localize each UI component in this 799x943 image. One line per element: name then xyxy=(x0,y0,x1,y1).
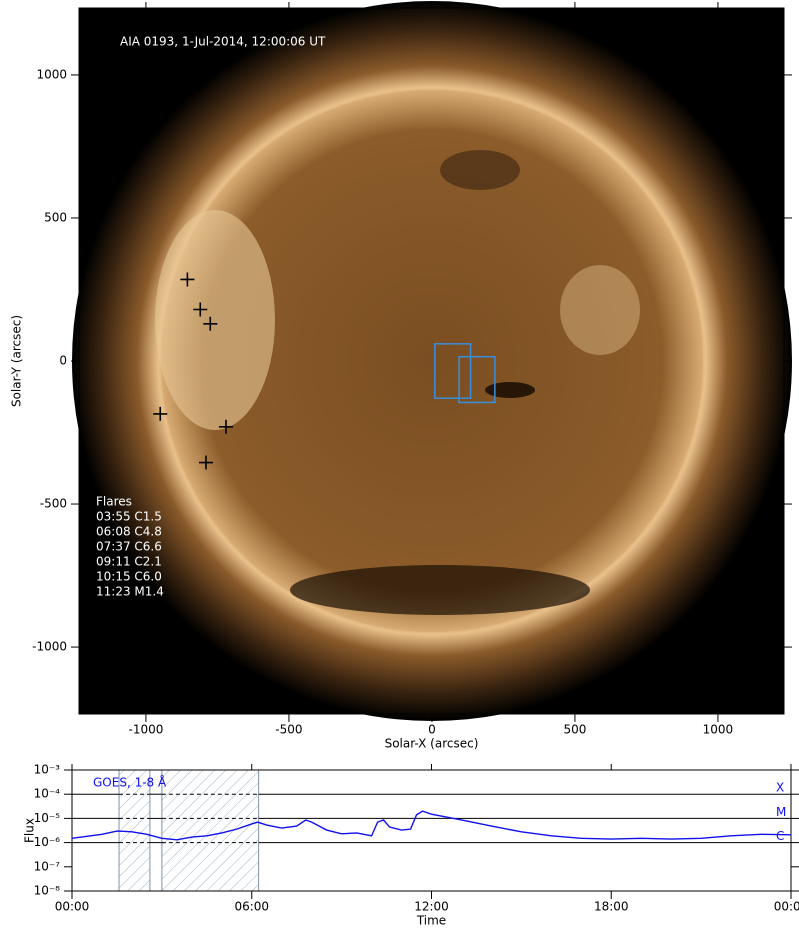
class-label: X xyxy=(776,781,784,795)
legend-label: GOES, 1-8 Å xyxy=(93,775,167,790)
x-tick-label: 500 xyxy=(563,723,586,737)
region-box xyxy=(434,343,472,399)
class-label: C xyxy=(776,829,784,843)
y-tick-label: 10⁻⁴ xyxy=(34,787,61,801)
x-tick-label: -1000 xyxy=(128,723,163,737)
y-tick-label: -1000 xyxy=(32,640,67,654)
x-tick-label: 06:00 xyxy=(234,900,269,914)
flare-label: 03:55 C1.5 xyxy=(96,510,162,524)
flare-label: 06:08 C4.8 xyxy=(96,525,162,539)
flare-span xyxy=(161,769,260,892)
y-tick-label: -500 xyxy=(40,497,67,511)
x-tick-label: 00:00 xyxy=(774,900,799,914)
y-tick-label: 1000 xyxy=(36,67,67,81)
y-tick-label: 10⁻⁶ xyxy=(34,835,61,849)
flare-label: 11:23 M1.4 xyxy=(96,585,164,599)
y-axis-label: Flux xyxy=(23,818,37,843)
x-tick-label: 12:00 xyxy=(414,900,449,914)
region-box xyxy=(458,355,496,404)
flare-label: 10:15 C6.0 xyxy=(96,570,162,584)
flare-marker xyxy=(198,455,213,470)
class-label: M xyxy=(776,805,786,819)
flare-label: 07:37 C6.6 xyxy=(96,540,162,554)
flares-title: Flares xyxy=(96,495,132,509)
x-axis-label: Solar-X (arcsec) xyxy=(385,737,479,751)
y-axis-label: Solar-Y (arcsec) xyxy=(10,315,24,407)
x-tick-label: 1000 xyxy=(703,723,734,737)
x-tick-label: 0 xyxy=(428,723,436,737)
image-title: AIA 0193, 1-Jul-2014, 12:00:06 UT xyxy=(120,35,326,49)
plot-frame xyxy=(71,769,792,892)
flare-marker xyxy=(203,316,218,331)
y-tick-label: 10⁻⁵ xyxy=(34,811,61,825)
x-tick-label: -500 xyxy=(275,723,302,737)
y-tick-label: 0 xyxy=(59,354,67,368)
y-tick-label: 10⁻⁸ xyxy=(34,884,61,898)
plot-frame xyxy=(78,7,785,715)
flux-line xyxy=(71,810,792,841)
x-axis-label: Time xyxy=(416,914,446,928)
x-tick-label: 18:00 xyxy=(594,900,629,914)
flare-marker xyxy=(180,272,195,287)
flare-marker xyxy=(219,419,234,434)
flare-marker xyxy=(153,406,168,421)
y-tick-label: 10⁻⁷ xyxy=(34,859,61,873)
x-tick-label: 00:00 xyxy=(55,900,90,914)
flare-label: 09:11 C2.1 xyxy=(96,555,162,569)
flare-marker xyxy=(193,302,208,317)
y-tick-label: 10⁻³ xyxy=(34,763,61,777)
y-tick-label: 500 xyxy=(44,210,67,224)
flare-span xyxy=(118,769,151,892)
solar-image xyxy=(72,1,792,721)
